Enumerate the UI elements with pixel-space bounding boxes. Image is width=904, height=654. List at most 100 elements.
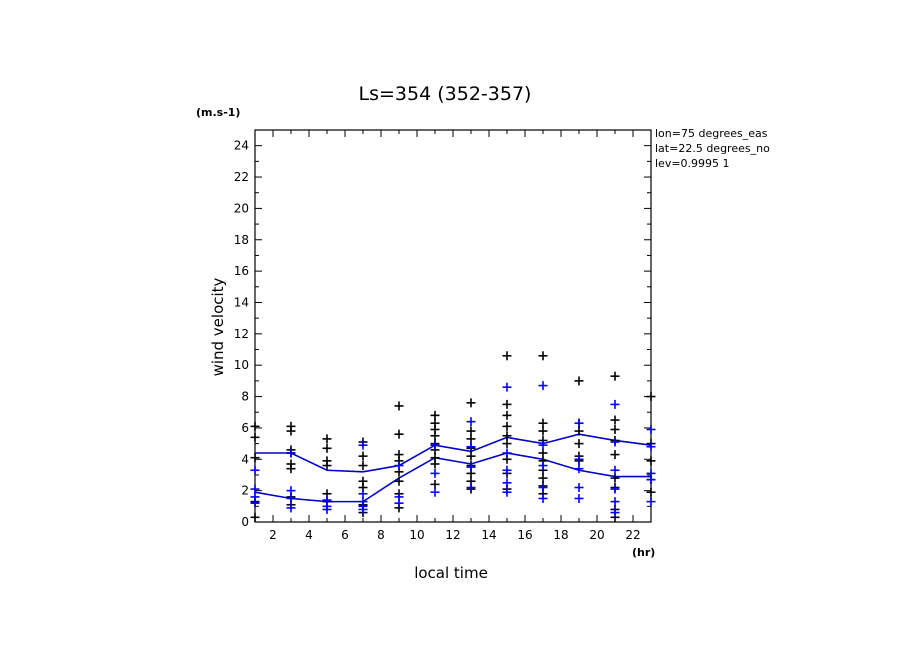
data-point: [538, 440, 548, 450]
series-line-2: [255, 433, 652, 473]
data-point: [322, 443, 332, 453]
data-point: [538, 418, 548, 428]
data-point: [430, 479, 440, 489]
data-point: [574, 376, 584, 386]
y-tick-label: 24: [234, 139, 249, 153]
data-point: [574, 426, 584, 436]
data-point: [502, 382, 512, 392]
data-point: [250, 465, 260, 475]
data-point: [502, 351, 512, 361]
data-point: [646, 456, 656, 466]
data-point: [466, 442, 476, 452]
data-point: [358, 489, 368, 499]
data-point: [358, 440, 368, 450]
data-point: [610, 497, 620, 507]
x-tick-label: 4: [305, 528, 313, 542]
x-axis-label: local time: [414, 564, 488, 582]
data-point: [610, 399, 620, 409]
data-point: [646, 442, 656, 452]
data-point: [574, 493, 584, 503]
data-point: [646, 487, 656, 497]
data-point: [502, 410, 512, 420]
data-point: [286, 503, 296, 513]
y-tick-label: 22: [234, 170, 249, 184]
x-tick-label: 12: [445, 528, 460, 542]
data-point: [502, 439, 512, 449]
data-point: [466, 483, 476, 493]
x-unit-label: (hr): [632, 546, 655, 559]
data-point: [358, 461, 368, 471]
data-point: [430, 440, 440, 450]
plot-frame: [254, 129, 652, 523]
data-point: [250, 432, 260, 442]
data-point: [538, 448, 548, 458]
data-point: [610, 508, 620, 518]
data-point: [610, 473, 620, 483]
data-point: [430, 410, 440, 420]
y-tick-label: 12: [234, 327, 249, 341]
data-point: [502, 465, 512, 475]
data-point: [250, 492, 260, 502]
data-point: [538, 381, 548, 391]
x-tick-label: 10: [409, 528, 424, 542]
data-point: [466, 451, 476, 461]
data-point: [394, 492, 404, 502]
info-line-lev: lev=0.9995 1: [655, 157, 730, 170]
data-point: [358, 497, 368, 507]
data-point: [394, 450, 404, 460]
data-point: [574, 418, 584, 428]
data-point: [646, 497, 656, 507]
data-point: [574, 454, 584, 464]
data-point: [286, 421, 296, 431]
y-tick-label: 2: [241, 484, 249, 498]
data-point: [646, 392, 656, 402]
data-point: [646, 424, 656, 434]
data-point: [610, 450, 620, 460]
data-point: [466, 417, 476, 427]
data-point: [430, 487, 440, 497]
data-point: [574, 483, 584, 493]
data-point: [610, 465, 620, 475]
data-point: [610, 371, 620, 381]
data-point: [358, 476, 368, 486]
y-axis-label: wind velocity: [209, 277, 227, 376]
data-point: [538, 483, 548, 493]
y-tick-label: 6: [241, 421, 249, 435]
data-point: [286, 486, 296, 496]
data-point: [538, 426, 548, 436]
data-point: [430, 468, 440, 478]
data-point: [394, 429, 404, 439]
data-point: [394, 476, 404, 486]
data-point: [502, 421, 512, 431]
lines-layer: [254, 433, 652, 503]
data-point: [466, 462, 476, 472]
data-point: [322, 456, 332, 466]
data-point: [538, 351, 548, 361]
data-point: [322, 434, 332, 444]
y-tick-label: 8: [241, 390, 249, 404]
data-point: [466, 434, 476, 444]
y-tick-label: 10: [234, 358, 249, 372]
data-point: [502, 448, 512, 458]
y-tick-label: 20: [234, 201, 249, 215]
data-point: [250, 421, 260, 431]
data-point: [394, 461, 404, 471]
data-point: [502, 478, 512, 488]
series-line-3: [254, 452, 651, 503]
info-line-lat: lat=22.5 degrees_no: [655, 142, 770, 155]
data-point: [322, 495, 332, 505]
data-point: [250, 453, 260, 463]
x-tick-label: 14: [481, 528, 496, 542]
data-point: [646, 468, 656, 478]
chart-title: Ls=354 (352-357): [359, 83, 532, 105]
data-point: [538, 461, 548, 471]
info-line-lon: lon=75 degrees_eas: [655, 127, 768, 140]
data-point: [250, 512, 260, 522]
x-tick-label: 6: [341, 528, 349, 542]
data-point: [286, 459, 296, 469]
x-tick-label: 18: [553, 528, 568, 542]
data-point: [538, 493, 548, 503]
data-point: [394, 401, 404, 411]
